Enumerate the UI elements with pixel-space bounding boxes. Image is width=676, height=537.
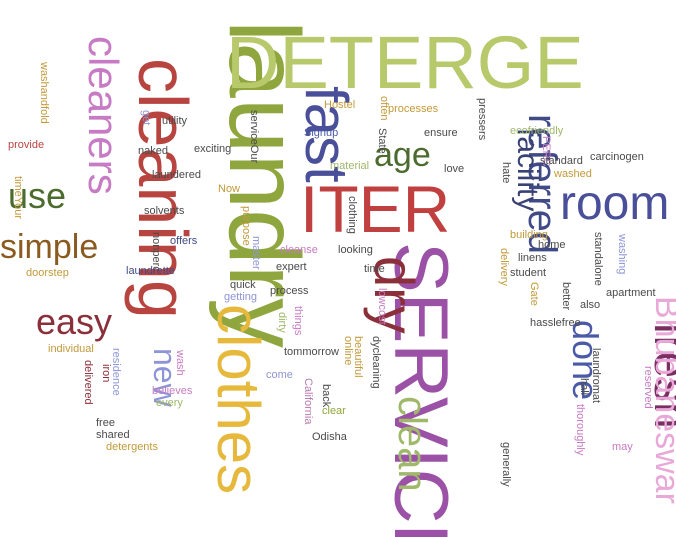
- word-ensure: ensure: [424, 127, 458, 139]
- word-washing: washing: [616, 234, 628, 275]
- word-iter: ITER: [300, 172, 451, 246]
- word-apartment: apartment: [606, 287, 656, 299]
- word-facility: facility: [511, 128, 544, 212]
- word-room: room: [560, 177, 670, 230]
- word-get: get: [140, 110, 152, 126]
- word-tommorrow: tommorrow: [284, 346, 340, 358]
- word-laundered: laundered: [152, 169, 201, 181]
- word-doorstep: doorstep: [26, 267, 69, 279]
- word-hasslefree: hasslefree: [530, 317, 581, 329]
- word-thoroughly: thoroughly: [574, 404, 586, 456]
- word-solvents: solvents: [144, 205, 185, 217]
- word-master: master: [250, 236, 262, 270]
- word-expert: expert: [276, 261, 307, 273]
- word-back: back: [320, 384, 332, 408]
- word-clothes: clothes: [205, 304, 272, 495]
- word-linens: linens: [518, 252, 547, 264]
- word-individual: individual: [48, 343, 94, 355]
- word-odisha: Odisha: [312, 431, 347, 443]
- word-washed: washed: [554, 168, 592, 180]
- word-generally: generally: [500, 442, 512, 487]
- word-simple: simple: [0, 228, 99, 266]
- word-may: may: [612, 441, 633, 453]
- word-washandfold: washandfold: [38, 62, 50, 124]
- word-home: home: [538, 239, 566, 251]
- word-deterge: DETERGE: [226, 21, 584, 104]
- word-lowcost: lowcost: [376, 288, 388, 325]
- word-delivered: delivered: [82, 360, 94, 405]
- word-laundromat: laundromat: [590, 348, 602, 404]
- word-utility: utility: [162, 115, 188, 127]
- word-provide: provide: [8, 139, 45, 151]
- word-pressers: pressers: [476, 98, 488, 141]
- word-believes: believes: [152, 385, 193, 397]
- word-naked: naked: [138, 145, 168, 157]
- word-material: material: [330, 160, 370, 172]
- word-offers: offers: [170, 235, 198, 247]
- word-better: better: [560, 282, 572, 311]
- word-getting: getting: [224, 291, 258, 303]
- word-state: State: [376, 128, 388, 154]
- word-laundrette: laundrette: [126, 265, 175, 277]
- word-gate: Gate: [528, 282, 540, 306]
- word-shared: shared: [96, 429, 130, 441]
- word-residence: residence: [110, 348, 122, 396]
- word-hostel: Hostel: [324, 99, 356, 111]
- word-process: process: [270, 285, 309, 297]
- word-student: student: [510, 267, 547, 279]
- word-timeyour: timeYour: [12, 176, 24, 220]
- word-use: use: [8, 175, 67, 216]
- word-standard: standard: [540, 155, 583, 167]
- word-easy: easy: [36, 301, 113, 342]
- word-free: free: [96, 417, 115, 429]
- word-cleaning: cleaning: [124, 58, 202, 319]
- word-hall: hall: [578, 378, 590, 396]
- word-reserved: reserved: [642, 366, 654, 409]
- word-come: come: [266, 369, 293, 381]
- word-serviceour: serviceOur: [248, 110, 260, 164]
- word-time: time: [364, 263, 385, 275]
- word-things: things: [292, 306, 304, 336]
- word-california: California: [302, 378, 314, 425]
- word-looking: looking: [338, 244, 373, 256]
- word-also: also: [580, 299, 601, 311]
- word-now: Now: [218, 183, 241, 195]
- word-signup: Signup: [304, 127, 339, 139]
- word-dirty: dirty: [276, 312, 288, 333]
- word-standalone: standalone: [592, 232, 604, 286]
- word-hate: hate: [500, 162, 512, 184]
- word-cleanse: cleanse: [280, 244, 318, 256]
- word-processes: processes: [388, 103, 439, 115]
- word-beautiful: beautiful: [352, 336, 364, 378]
- word-detergents: detergents: [106, 441, 158, 453]
- word-clear: clear: [322, 405, 346, 417]
- word-wash: wash: [174, 350, 186, 376]
- word-delivery: delivery: [498, 248, 510, 286]
- word-every: every: [156, 397, 183, 409]
- word-building: building: [510, 229, 548, 241]
- word-ecofriendly: ecofriendly: [510, 125, 564, 137]
- word-quick: quick: [230, 279, 256, 291]
- word-dycleaning: dycleaning: [370, 336, 382, 389]
- word-carcinogen: carcinogen: [590, 151, 644, 163]
- word-cleaners: cleaners: [80, 36, 127, 195]
- word-love: love: [444, 163, 465, 175]
- word-clothing: clothing: [346, 196, 358, 234]
- word-often: often: [378, 96, 390, 121]
- word-age: age: [374, 136, 431, 174]
- word-exciting: exciting: [194, 143, 232, 155]
- word-clean: clean: [390, 396, 434, 492]
